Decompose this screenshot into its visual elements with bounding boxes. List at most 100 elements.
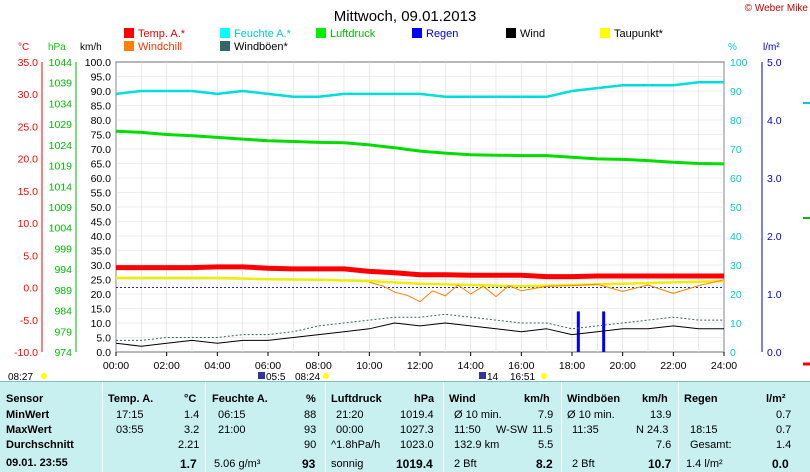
gust-max-time: 11:35: [572, 424, 599, 436]
press-min-value: 1019.4: [400, 409, 434, 421]
series-group: [115, 81, 725, 352]
legend-label: Regen: [426, 28, 458, 40]
pressure-tick: 1019: [49, 161, 73, 173]
rain-bar: [576, 311, 580, 352]
pressure-tick: 999: [54, 243, 72, 255]
rain-day-value: 1.4 l/m²: [686, 458, 723, 470]
grid: [115, 61, 725, 353]
credit-text: © Weber Mike: [745, 3, 809, 14]
gust-unit: km/h: [642, 393, 668, 405]
pressure-tick: 1014: [49, 181, 73, 193]
pressure-tick: 1024: [49, 140, 73, 152]
humidity-tick: 0: [730, 347, 736, 359]
pressure-tick: 984: [54, 306, 72, 318]
press-max-time: 00:00: [336, 424, 364, 436]
wind-avg10-value: 7.9: [538, 409, 554, 421]
temp-header: Temp. A.: [108, 393, 154, 405]
hum-min-time: 06:15: [218, 409, 246, 421]
x-tick-label: 00:00: [103, 360, 129, 372]
temp-tick: 25.0: [18, 121, 39, 133]
pressure-tick: 1034: [49, 98, 73, 110]
press-trend: ^1.8hPa/h: [331, 439, 381, 451]
hum-min-value: 88: [304, 409, 317, 421]
temp-current-value: 1.7: [180, 457, 197, 471]
moonrise-time: 14: [487, 372, 499, 380]
humidity-tick: 10: [730, 318, 742, 330]
legend-label: Windböen*: [234, 41, 289, 53]
temp-tick: -10.0: [14, 347, 38, 359]
axes: 35.0 30.0 25.0 20.0 15.0 10.0 5.0 0.0 -5.0 -10.0 1…: [14, 57, 810, 366]
rain-total-label: Gesamt:: [690, 439, 732, 451]
wind-max-value: 11.5: [532, 424, 553, 436]
rain-unit: l/m²: [766, 393, 786, 405]
humidity-tick: 30: [730, 260, 742, 272]
pressure-tick: 1039: [49, 78, 73, 90]
wind-tick: 80.0: [91, 115, 112, 127]
chart-title: Mittwoch, 09.01.2013: [334, 8, 477, 25]
temp-tick: 5.0: [23, 250, 38, 262]
temp-max-value: 3.2: [184, 424, 200, 436]
wind-distance: 132.9 km: [454, 439, 500, 451]
wind-current-value: 8.2: [536, 457, 553, 471]
sunrise-time: 05:5: [266, 372, 286, 380]
humidity-tick: 80: [730, 115, 742, 127]
series-line: [116, 276, 725, 288]
wind-tick: 95.0: [91, 72, 112, 84]
legend-label: Luftdruck: [330, 28, 376, 40]
temp-tick: 20.0: [18, 154, 39, 166]
wind-tick: 5.0: [96, 333, 111, 345]
x-tick-label: 12:00: [407, 360, 433, 372]
pressure-tick: 1029: [49, 119, 73, 131]
pressure-tick: 1044: [49, 57, 73, 69]
x-tick-label: 02:00: [154, 360, 180, 372]
temp-tick: -5.0: [20, 315, 38, 327]
legend-swatch: [220, 41, 230, 51]
rain-tick: 4.0: [767, 115, 782, 127]
pressure-tick: 974: [54, 347, 72, 359]
row-max-label: MaxWert: [6, 424, 52, 436]
humidity-tick: 100: [730, 57, 748, 69]
press-min-time: 21:20: [336, 409, 364, 421]
series-line: [115, 322, 724, 347]
rain-current-value: 0.0: [772, 457, 789, 471]
row-min-label: MinWert: [6, 409, 50, 421]
wind-tick: 45.0: [91, 217, 112, 229]
legend-swatch: [316, 28, 326, 38]
hum-max-time: 21:00: [218, 424, 246, 436]
legend-swatch: [600, 28, 610, 38]
gust-avg10-label: Ø 10 min.: [567, 409, 615, 421]
hum-unit: %: [306, 393, 316, 405]
row-avg-label: Durchschnitt: [6, 439, 74, 451]
sun-marker-left: 08:27: [8, 372, 33, 380]
press-current-value: 1019.4: [396, 457, 433, 471]
legend: Temp. A.* Feuchte A.* Luftdruck Regen Wind Ta…: [124, 28, 664, 53]
wind-tick: 10.0: [91, 318, 112, 330]
hum-avg-value: 90: [304, 439, 317, 451]
moon-icon: [541, 373, 547, 379]
temp-min-value: 1.4: [184, 409, 200, 421]
legend-label: Taupunkt*: [614, 28, 664, 40]
wind-bft: 2 Bft: [454, 458, 477, 470]
x-tick-label: 24:00: [711, 360, 737, 372]
moonrise-icon: [479, 372, 486, 379]
series-line: [369, 279, 725, 303]
summary-table: Sensor MinWert MaxWert Durchschnitt 09.0…: [0, 381, 810, 472]
weather-chart: Mittwoch, 09.01.2013 © Weber Mike Temp. …: [8, 3, 810, 380]
wind-tick: 20.0: [91, 289, 112, 301]
pressure-tick: 979: [54, 326, 72, 338]
sun-icon: [41, 373, 47, 379]
wind-tick: 50.0: [91, 202, 112, 214]
rain-total-value: 1.4: [776, 439, 792, 451]
wind-tick: 75.0: [91, 130, 112, 142]
temp-tick: 0.0: [23, 283, 38, 295]
gust-header: Windböen: [567, 393, 621, 405]
pressure-tick: 1009: [49, 202, 73, 214]
gust-bft: 2 Bft: [572, 458, 595, 470]
humidity-tick: 50: [730, 202, 742, 214]
sun-icon-2: [323, 373, 329, 379]
legend-swatch: [506, 28, 516, 38]
wind-tick: 40.0: [91, 231, 112, 243]
humidity-tick: 40: [730, 231, 742, 243]
x-tick-label: 04:00: [204, 360, 230, 372]
pressure-tick: 1004: [49, 223, 73, 235]
